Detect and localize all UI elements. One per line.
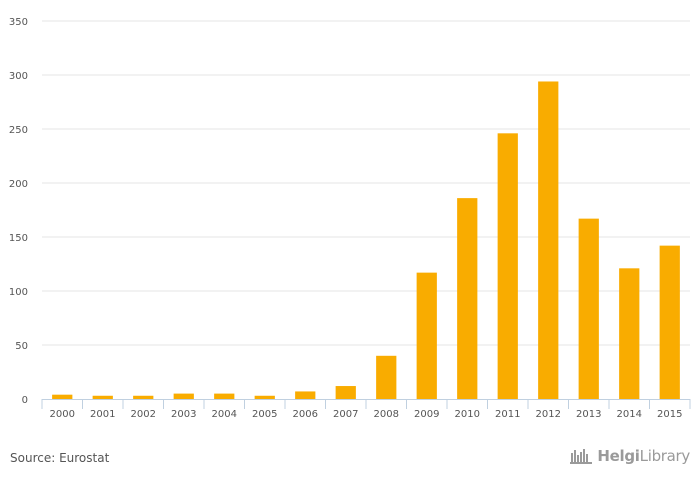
x-tick-label: 2008 — [374, 409, 399, 420]
x-tick-label: 2006 — [293, 409, 318, 420]
x-tick-label: 2012 — [536, 409, 561, 420]
bar[interactable] — [578, 218, 599, 399]
bar[interactable] — [416, 272, 437, 399]
bar[interactable] — [173, 393, 194, 399]
x-tick-label: 2005 — [252, 409, 277, 420]
x-tick-label: 2010 — [455, 409, 480, 420]
x-tick-label: 2009 — [414, 409, 439, 420]
bar[interactable] — [92, 395, 113, 399]
x-tick-label: 2002 — [131, 409, 156, 420]
y-tick-label: 50 — [15, 341, 28, 352]
x-tick-label: 2000 — [50, 409, 75, 420]
x-tick-label: 2014 — [617, 409, 642, 420]
x-tick-label: 2003 — [171, 409, 196, 420]
y-tick-label: 300 — [9, 71, 28, 82]
bar[interactable] — [133, 395, 154, 399]
grid-lines — [42, 20, 690, 346]
brand-logo[interactable]: Helgi Library — [570, 447, 690, 465]
brand-name-part1: Helgi — [597, 447, 640, 465]
bar[interactable] — [538, 81, 559, 399]
x-tick-label: 2011 — [495, 409, 520, 420]
x-tick-label: 2015 — [657, 409, 682, 420]
bar[interactable] — [457, 198, 478, 399]
y-axis: 0 50 100 150 200 250 300 350 — [9, 17, 28, 406]
y-tick-label: 200 — [9, 179, 28, 190]
y-tick-label: 350 — [9, 17, 28, 28]
x-tick-label: 2013 — [576, 409, 601, 420]
helgi-library-logo-icon — [570, 449, 593, 464]
bar[interactable] — [254, 395, 275, 399]
y-tick-label: 150 — [9, 233, 28, 244]
bar[interactable] — [659, 245, 680, 399]
bar[interactable] — [295, 391, 316, 399]
x-tick-label: 2004 — [212, 409, 237, 420]
bar[interactable] — [497, 133, 518, 399]
bars — [52, 81, 680, 399]
bar[interactable] — [619, 268, 640, 399]
x-axis: 2000 2001 2002 2003 2004 2005 2006 2007 2008 2009… — [41, 399, 691, 420]
x-tick-label: 2007 — [333, 409, 358, 420]
bar[interactable] — [376, 355, 397, 399]
y-tick-label: 0 — [22, 395, 28, 406]
x-tick-label: 2001 — [90, 409, 115, 420]
y-tick-label: 250 — [9, 125, 28, 136]
bar[interactable] — [214, 393, 235, 399]
source-note: Source: Eurostat — [10, 451, 110, 465]
y-tick-label: 100 — [9, 287, 28, 298]
bar[interactable] — [52, 394, 73, 399]
brand-name-part2: Library — [639, 447, 691, 465]
bar[interactable] — [335, 386, 356, 399]
